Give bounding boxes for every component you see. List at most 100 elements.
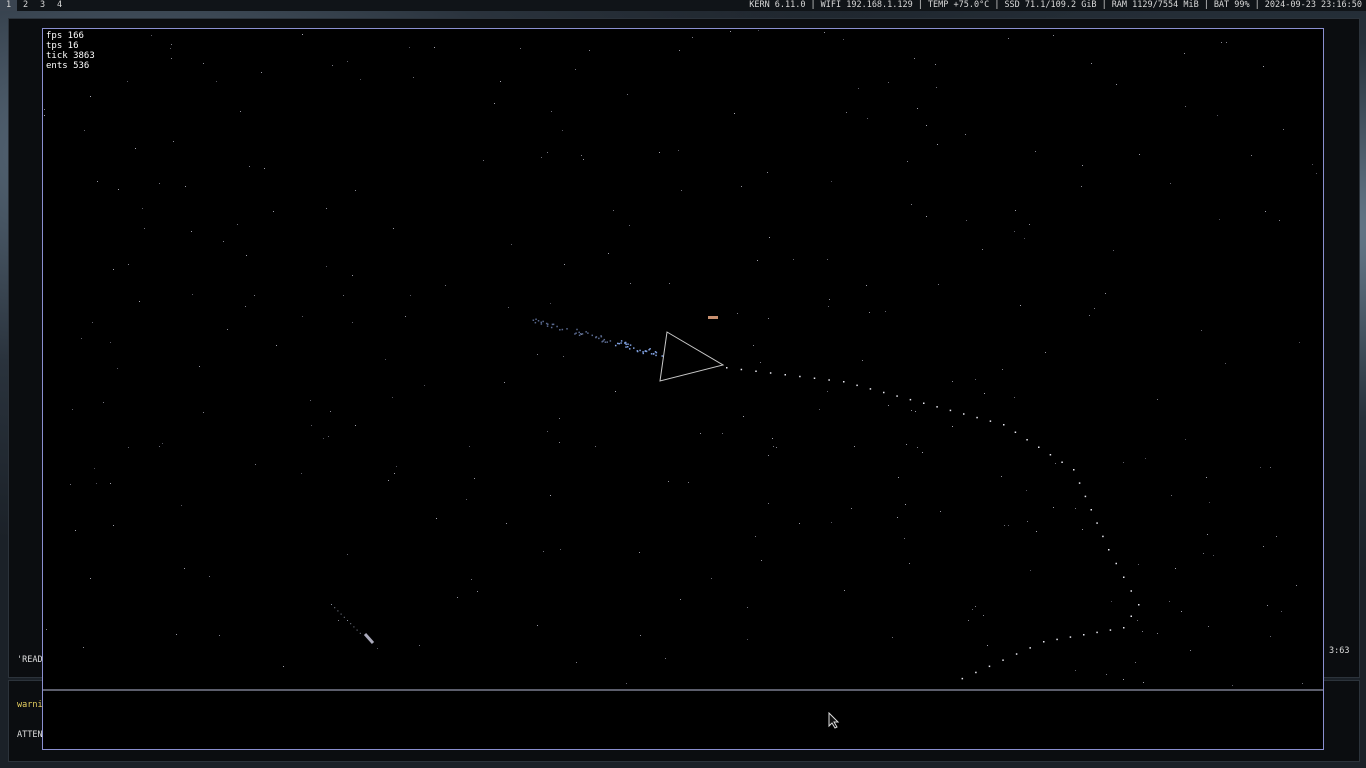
- star: [94, 468, 95, 469]
- star: [1036, 531, 1037, 532]
- star: [1045, 352, 1046, 353]
- workspace-button[interactable]: 3: [39, 0, 46, 10]
- star: [1316, 173, 1317, 174]
- star: [1157, 399, 1158, 400]
- exhaust-particle: [629, 344, 632, 346]
- trail-dot: [1043, 641, 1045, 643]
- star: [1116, 84, 1117, 85]
- star: [734, 113, 735, 114]
- star: [1026, 490, 1027, 491]
- exhaust-particle: [578, 331, 580, 334]
- status-item: SSD 71.1/109.2 GiB: [1004, 0, 1097, 10]
- star: [1014, 397, 1015, 398]
- star: [170, 48, 171, 49]
- trail-dot: [769, 372, 772, 374]
- star: [909, 563, 910, 564]
- star: [551, 111, 552, 112]
- star: [1035, 151, 1036, 152]
- star: [84, 130, 85, 131]
- star: [1169, 601, 1170, 602]
- trail-dot: [1038, 446, 1040, 448]
- exhaust-particle: [574, 333, 576, 335]
- star: [827, 391, 828, 392]
- star: [866, 285, 867, 286]
- star: [543, 551, 544, 552]
- star: [831, 522, 832, 523]
- trail-dot: [1102, 535, 1104, 538]
- star: [936, 87, 937, 88]
- workspace-button[interactable]: 4: [56, 0, 63, 10]
- trail-dot: [869, 388, 872, 390]
- separator: |: [1101, 0, 1107, 10]
- star: [255, 464, 256, 465]
- top-bar: 1 2 3 4 KERN 6.11.0 | WIFI 192.168.1.129 | T…: [0, 0, 1366, 11]
- star: [1082, 529, 1083, 530]
- trail-dot: [1073, 469, 1075, 471]
- exhaust-particle: [561, 328, 564, 331]
- star: [392, 397, 393, 398]
- workspace-button[interactable]: 2: [22, 0, 29, 10]
- star: [44, 109, 45, 110]
- trail-dot: [359, 632, 361, 634]
- star: [103, 402, 104, 403]
- star: [917, 108, 918, 109]
- star: [81, 338, 82, 339]
- star: [1020, 305, 1021, 306]
- star: [559, 442, 560, 443]
- exhaust-particle: [545, 322, 548, 325]
- star: [1091, 63, 1092, 64]
- star: [135, 148, 136, 149]
- star: [537, 354, 538, 355]
- trail-dot: [1123, 576, 1125, 578]
- star: [1217, 115, 1218, 116]
- star: [377, 648, 378, 649]
- exhaust-particle: [540, 323, 543, 325]
- star: [240, 111, 241, 112]
- star: [630, 283, 631, 284]
- star: [1208, 626, 1209, 627]
- star: [151, 35, 152, 36]
- star: [360, 79, 361, 80]
- workspace-button[interactable]: 1: [0, 0, 17, 11]
- star: [828, 306, 829, 307]
- separator: |: [810, 0, 816, 10]
- star: [338, 620, 339, 621]
- star: [237, 224, 238, 225]
- exhaust-particle: [620, 340, 623, 342]
- star: [559, 418, 560, 419]
- star: [755, 536, 756, 537]
- exhaust-particle: [603, 338, 606, 341]
- trail-dot: [963, 413, 965, 415]
- star: [769, 237, 770, 238]
- exhaust-particle: [551, 323, 554, 326]
- trail-dot: [1090, 509, 1092, 511]
- trail-dot: [909, 398, 912, 401]
- star: [209, 576, 210, 577]
- exhaust-particle: [578, 334, 581, 337]
- trail-dot: [1123, 627, 1125, 629]
- star: [968, 620, 969, 621]
- star: [1213, 555, 1214, 556]
- star: [640, 635, 641, 636]
- star: [906, 444, 907, 445]
- star: [793, 259, 794, 260]
- star: [142, 208, 143, 209]
- star: [1251, 155, 1252, 156]
- star: [747, 607, 748, 608]
- star: [1170, 183, 1171, 184]
- star: [952, 381, 953, 382]
- trail-dot: [856, 384, 858, 387]
- star: [75, 530, 76, 531]
- exhaust-particle: [655, 354, 657, 357]
- trail-dot: [347, 620, 348, 621]
- star: [118, 189, 119, 190]
- star: [245, 306, 246, 307]
- star: [843, 39, 844, 40]
- exhaust-particle: [566, 328, 568, 330]
- star: [629, 225, 630, 226]
- star: [984, 393, 985, 394]
- star: [494, 103, 495, 104]
- star: [975, 379, 976, 380]
- star: [753, 345, 754, 346]
- exhaust-particle: [644, 350, 647, 352]
